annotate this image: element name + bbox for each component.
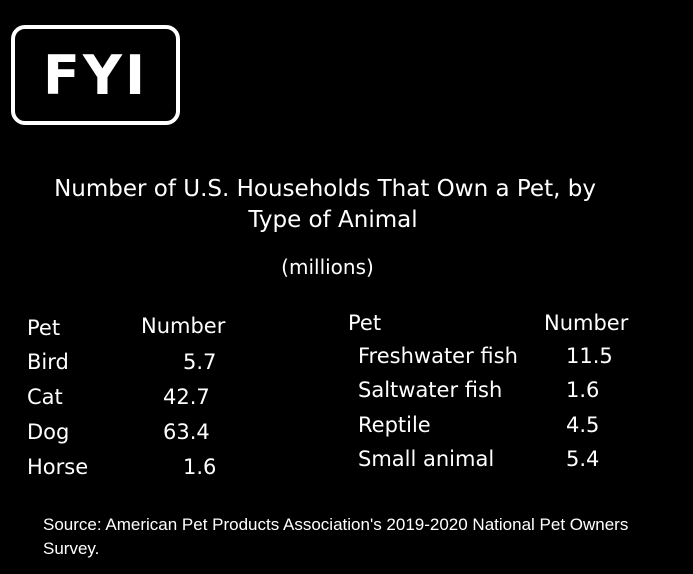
- left-table-cell-pet: Horse: [27, 455, 89, 479]
- left-table-header-pet: Pet: [27, 316, 61, 340]
- right-table-cell-pet: Small animal: [358, 447, 495, 471]
- unit-label: (millions): [281, 255, 374, 279]
- fyi-logo-text: FYI: [42, 44, 149, 107]
- right-table-header-number: Number: [544, 311, 629, 335]
- left-table-cell-number: 5.7: [183, 350, 217, 374]
- left-table-cell-pet: Dog: [27, 420, 70, 444]
- left-table-header-number: Number: [141, 314, 226, 338]
- source-note: Source: American Pet Products Associatio…: [43, 515, 629, 558]
- chart-title-line-1: Number of U.S. Households That Own a Pet…: [54, 176, 596, 202]
- right-table-header-pet: Pet: [348, 311, 382, 335]
- right-table-cell-number: 1.6: [566, 378, 600, 402]
- right-table-cell-pet: Saltwater fish: [358, 378, 503, 402]
- right-table-cell-number: 4.5: [566, 413, 600, 437]
- left-table-cell-number: 1.6: [183, 455, 217, 479]
- chart-title-line-2: Type of Animal: [248, 207, 418, 233]
- fyi-logo: FYI: [11, 25, 180, 125]
- right-table-cell-number: 5.4: [566, 447, 600, 471]
- left-table-cell-pet: Bird: [27, 350, 69, 374]
- left-table-cell-number: 63.4: [163, 420, 210, 444]
- right-table-cell-pet: Freshwater fish: [358, 344, 518, 368]
- left-table-cell-number: 42.7: [163, 385, 210, 409]
- left-table-cell-pet: Cat: [27, 385, 63, 409]
- right-table-cell-pet: Reptile: [358, 413, 431, 437]
- right-table-cell-number: 11.5: [566, 344, 613, 368]
